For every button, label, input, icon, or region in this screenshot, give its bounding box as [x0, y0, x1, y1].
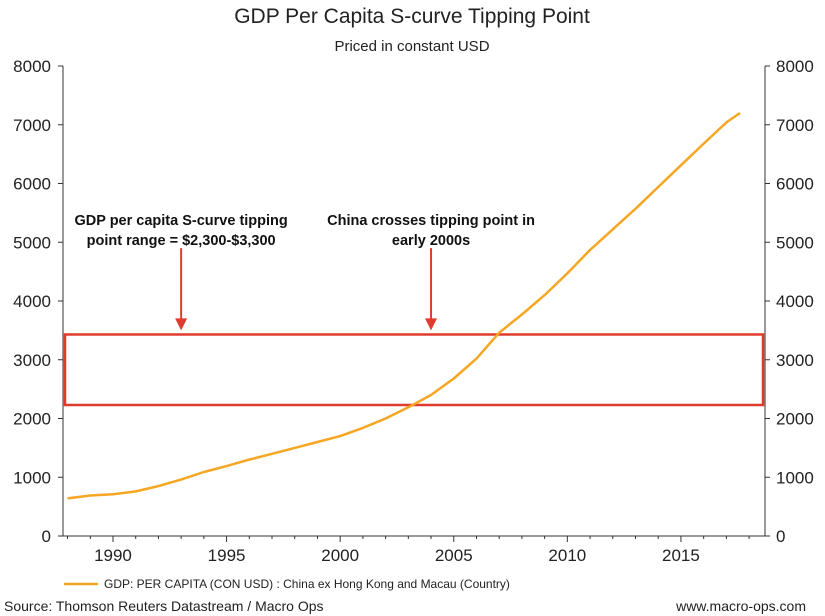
annotation-text-1: point range = $2,300-$3,300: [87, 233, 276, 249]
x-tick-label: 2015: [662, 546, 700, 565]
legend-label: GDP: PER CAPITA (CON USD) : China ex Hon…: [104, 577, 510, 591]
y-tick-label-left: 8000: [13, 57, 51, 76]
y-tick-label-left: 4000: [13, 292, 51, 311]
y-tick-label-right: 1000: [776, 468, 814, 487]
annotation-layer: GDP per capita S-curve tipping point rang…: [75, 213, 535, 331]
x-tick-label: 1990: [94, 546, 132, 565]
source-note: Source: Thomson Reuters Datastream / Mac…: [4, 598, 324, 614]
x-tick-label: 2005: [435, 546, 473, 565]
y-tick-label-left: 0: [42, 527, 51, 546]
y-tick-label-right: 7000: [776, 116, 814, 135]
y-tick-label-left: 2000: [13, 410, 51, 429]
tipping-point-range-box: [63, 333, 765, 407]
legend: GDP: PER CAPITA (CON USD) : China ex Hon…: [64, 577, 510, 591]
chart-subtitle: Priced in constant USD: [334, 38, 489, 55]
chart-title: GDP Per Capita S-curve Tipping Point: [234, 5, 590, 28]
series-layer: [67, 111, 741, 500]
y-tick-label-left: 6000: [13, 175, 51, 194]
y-tick-label-left: 1000: [13, 468, 51, 487]
y-tick-label-right: 6000: [776, 175, 814, 194]
y-tick-label-right: 8000: [776, 57, 814, 76]
annotation-arrow-head-2: [425, 318, 438, 331]
axes: 0 0 1000 1000 2000 2000 3000 3000 4000 4000 5000 50…: [13, 57, 814, 565]
y-tick-label-left: 7000: [13, 116, 51, 135]
gdp-per-capita-line: [67, 111, 741, 500]
y-tick-label-right: 5000: [776, 233, 814, 252]
y-tick-label-left: 5000: [13, 233, 51, 252]
annotation-text-1: GDP per capita S-curve tipping: [75, 213, 288, 229]
annotation-text-2: early 2000s: [392, 233, 470, 249]
y-tick-label-right: 0: [776, 527, 785, 546]
y-tick-label-right: 3000: [776, 351, 814, 370]
tipping-band-layer: [63, 333, 765, 407]
x-tick-label: 2000: [321, 546, 359, 565]
y-tick-label-left: 3000: [13, 351, 51, 370]
y-tick-label-right: 4000: [776, 292, 814, 311]
annotation-text-2: China crosses tipping point in: [327, 213, 535, 229]
annotation-arrow-head-1: [175, 318, 188, 331]
website-note: www.macro-ops.com: [675, 598, 806, 614]
x-tick-label: 1995: [208, 546, 246, 565]
y-tick-label-right: 2000: [776, 410, 814, 429]
x-tick-label: 2010: [548, 546, 586, 565]
